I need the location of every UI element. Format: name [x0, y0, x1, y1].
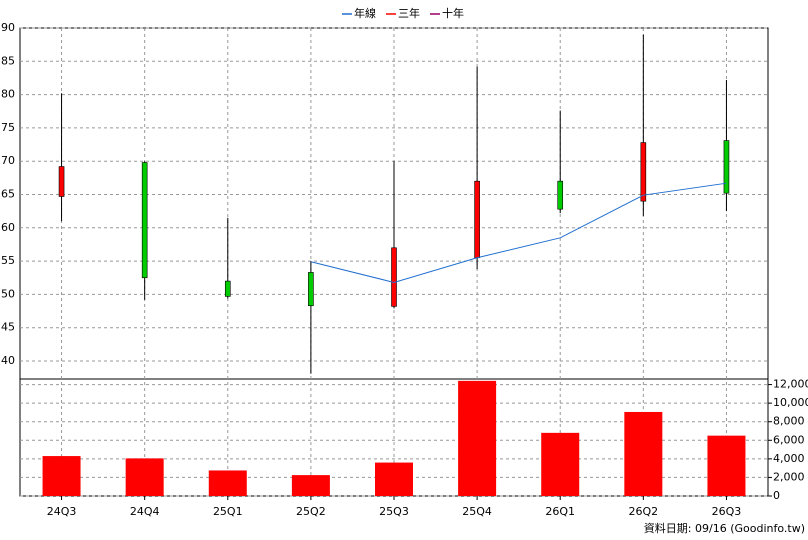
x-tick-label: 25Q4 — [462, 505, 492, 518]
y-tick-label: 40 — [1, 354, 15, 367]
y-tick-label: 65 — [1, 188, 15, 201]
y-tick-label: 70 — [1, 154, 15, 167]
y-tick-label: 45 — [1, 321, 15, 334]
x-tick-label: 26Q3 — [712, 505, 742, 518]
volume-bar — [42, 456, 81, 496]
y2-tick-label: 2,000 — [773, 470, 805, 483]
legend-label: 年線 — [354, 6, 376, 20]
candle-body — [391, 247, 397, 307]
candle-body — [723, 140, 730, 194]
candle-body — [224, 280, 231, 297]
y2-tick-label: 12,000 — [773, 378, 808, 391]
line-series — [310, 182, 727, 283]
y-tick-label: 90 — [1, 21, 15, 34]
footnote: 資料日期: 09/16 (Goodinfo.tw) — [644, 521, 805, 535]
y-tick-label: 60 — [1, 221, 15, 234]
x-tick-label: 24Q3 — [47, 505, 77, 518]
x-tick-label: 24Q4 — [130, 505, 160, 518]
candle-body — [141, 162, 148, 279]
x-tick-label: 26Q1 — [545, 505, 575, 518]
volume-bar — [291, 475, 330, 496]
volume-bar — [541, 432, 580, 496]
volume-bar — [707, 435, 746, 496]
y2-tick-label: 10,000 — [773, 396, 808, 409]
y2-tick-label: 6,000 — [773, 433, 805, 446]
y2-tick-label: 4,000 — [773, 452, 805, 465]
y-tick-label: 55 — [1, 254, 15, 267]
x-tick-label: 26Q2 — [629, 505, 659, 518]
candle-body — [474, 180, 480, 259]
legend-label: 十年 — [442, 6, 464, 20]
candle-body — [308, 272, 314, 307]
volume-bar — [458, 380, 497, 496]
legend-label: 三年 — [398, 6, 420, 20]
y-tick-label: 75 — [1, 121, 15, 134]
y-tick-label: 50 — [1, 287, 15, 300]
y2-tick-label: 8,000 — [773, 415, 805, 428]
y-tick-label: 80 — [1, 88, 15, 101]
candle-body — [640, 142, 647, 202]
x-tick-label: 25Q2 — [296, 505, 326, 518]
volume-bar — [375, 462, 413, 496]
y-tick-label: 85 — [1, 54, 15, 67]
volume-bar — [624, 411, 663, 496]
x-tick-label: 25Q1 — [213, 505, 243, 518]
candle-body — [58, 166, 65, 197]
volume-bar — [125, 458, 164, 496]
volume-bar — [208, 470, 247, 496]
candle-body — [557, 180, 564, 210]
x-tick-label: 25Q3 — [379, 505, 409, 518]
y2-tick-label: 0 — [773, 489, 780, 502]
